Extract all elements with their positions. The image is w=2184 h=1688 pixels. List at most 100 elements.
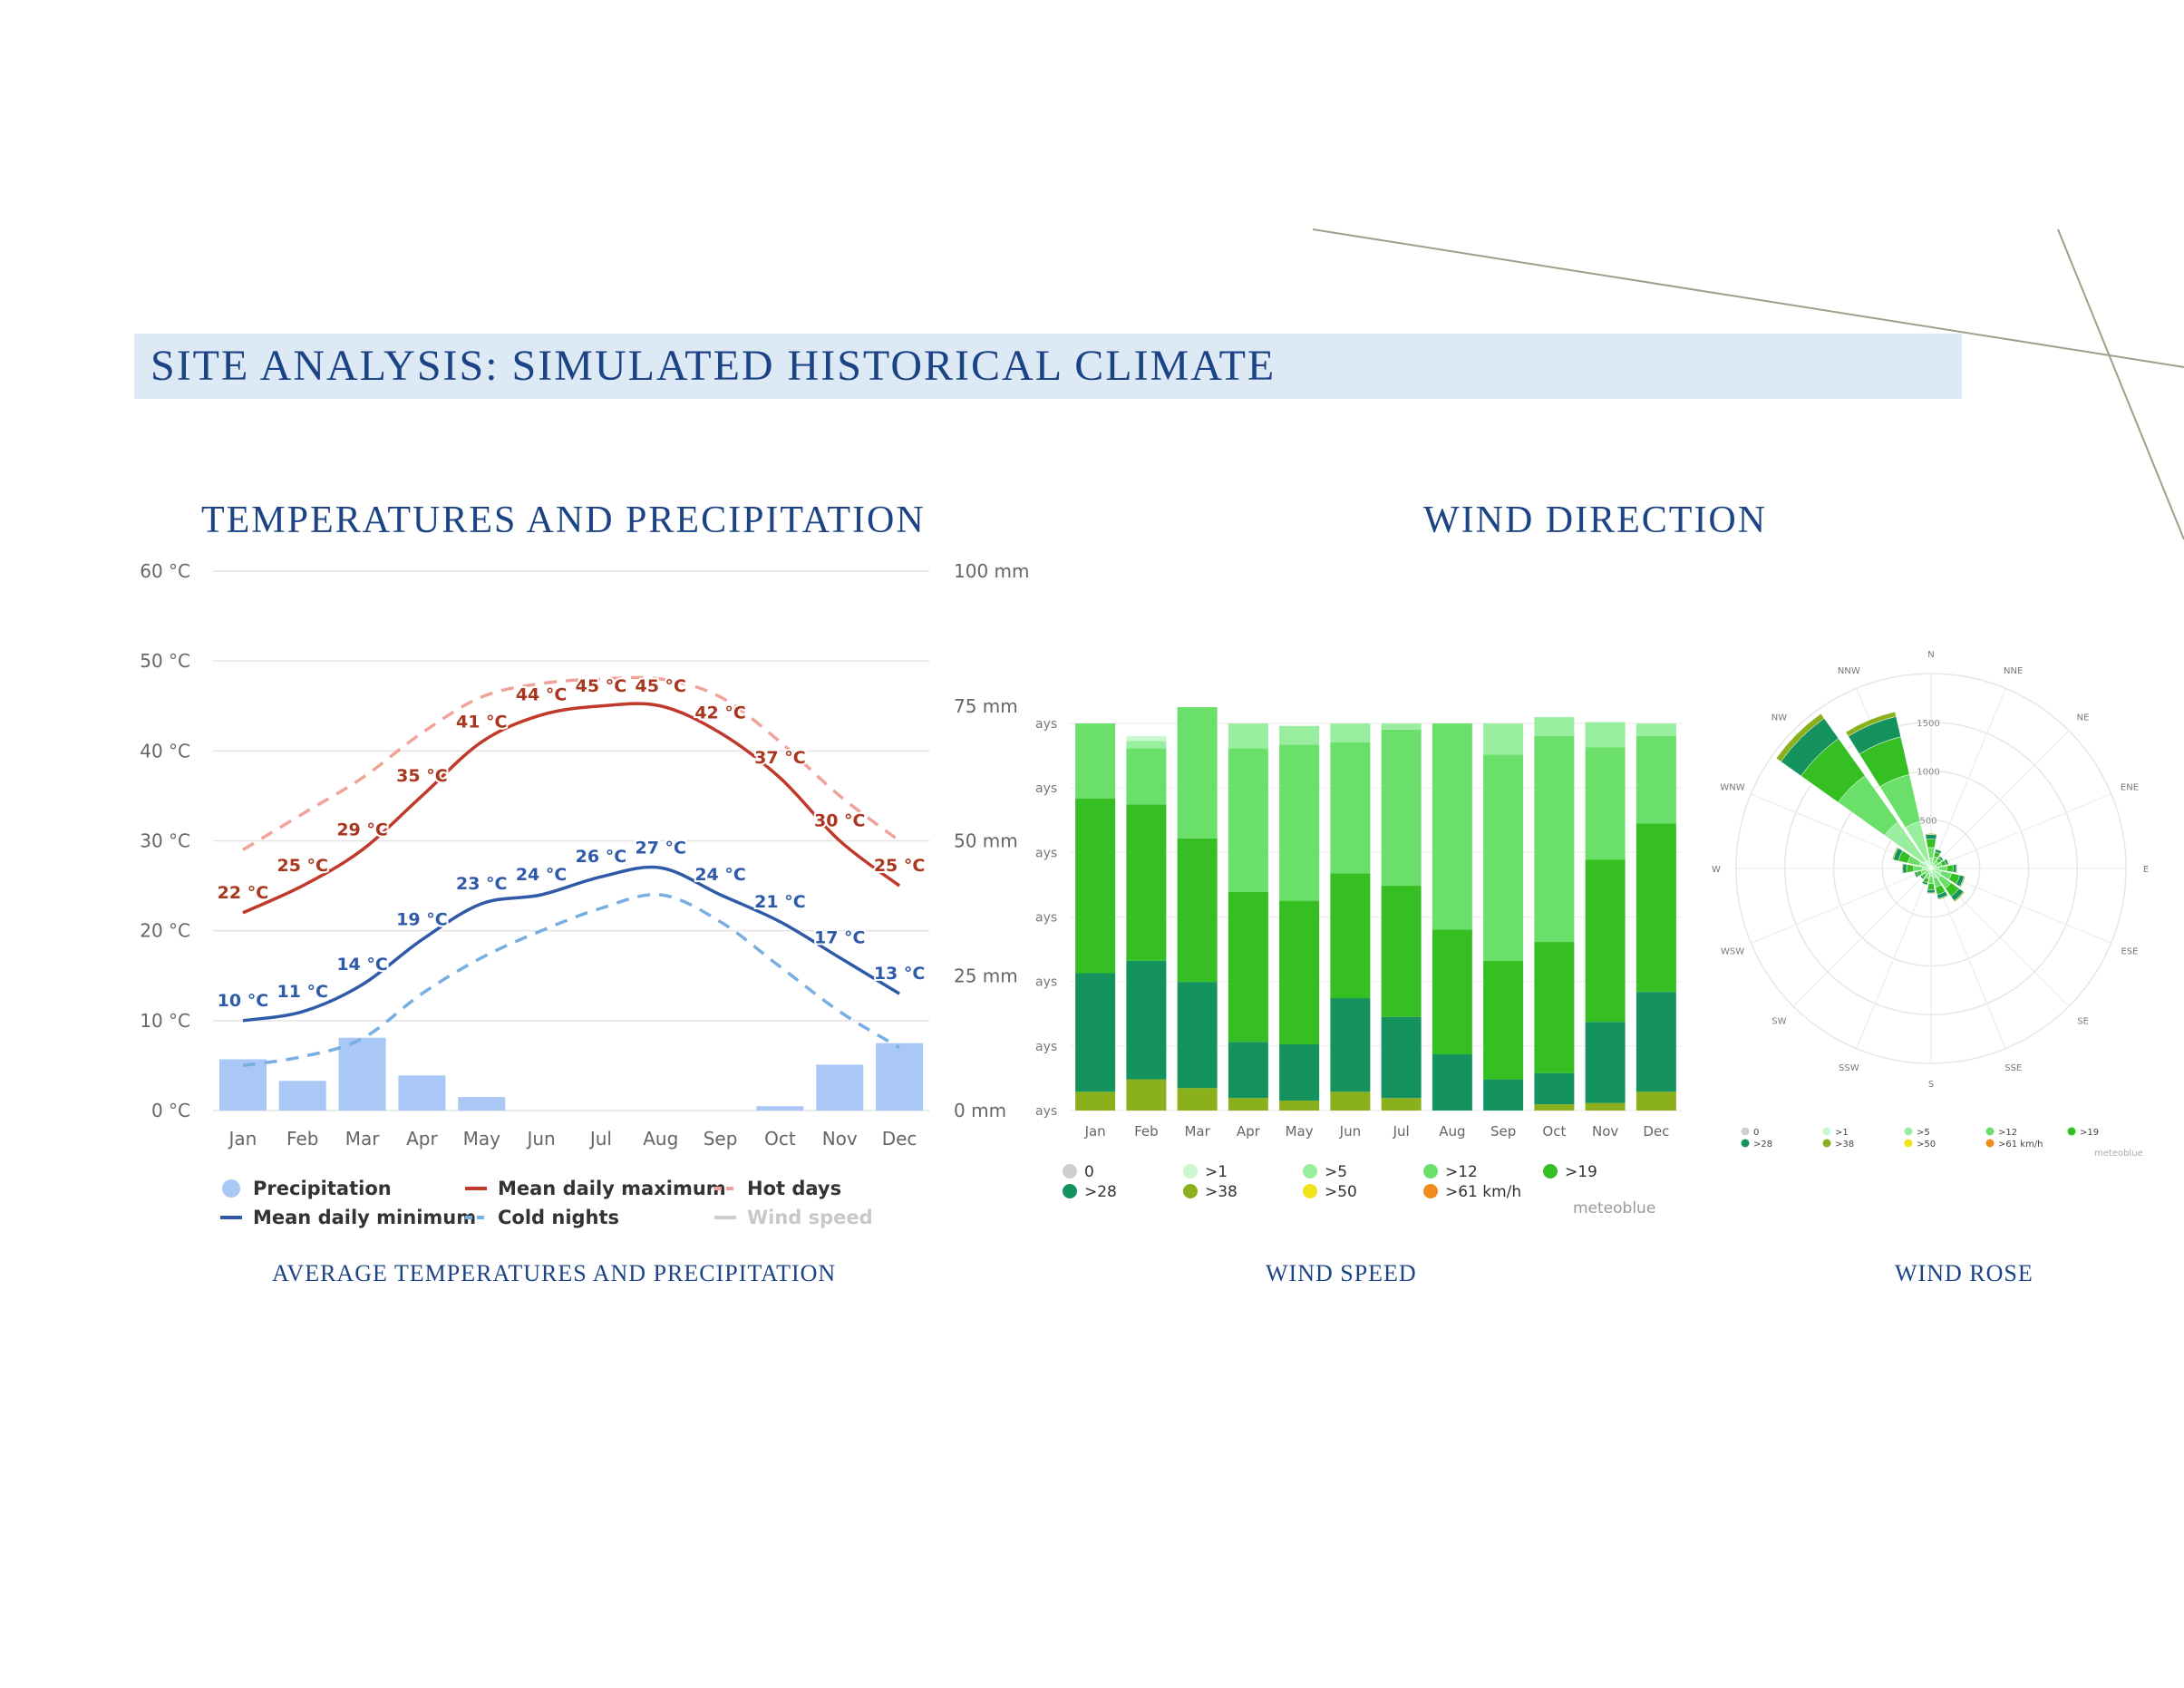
wind-bar-segment (1075, 723, 1116, 799)
legend-label: 0 (1753, 1128, 1759, 1138)
precip-bar (458, 1097, 506, 1111)
wind-bar-segment (1585, 747, 1626, 860)
direction-label: SSE (2004, 1063, 2022, 1073)
caption-wind-rose: WIND ROSE (1895, 1260, 2034, 1286)
legend-swatch (2067, 1127, 2076, 1136)
x-tick-label: Aug (1439, 1123, 1465, 1140)
wind-bar-segment (1177, 838, 1218, 983)
y-tick-label: ays (1035, 1040, 1057, 1054)
y-tick-label: 10 °C (140, 1010, 190, 1032)
wind-bar-segment (1126, 960, 1167, 1080)
wind-bar-segment (1585, 722, 1626, 748)
data-label: 11 °C (277, 982, 329, 1002)
legend-swatch (1183, 1184, 1198, 1198)
legend-label: 0 (1084, 1163, 1094, 1181)
x-tick-label: Jan (1084, 1123, 1106, 1140)
y-tick-label: ays (1035, 717, 1057, 732)
y2-tick-label: 25 mm (954, 965, 1018, 986)
rose-wedge (1925, 833, 1937, 836)
data-label: 22 °C (218, 883, 269, 903)
wind-bar-segment (1483, 723, 1524, 755)
x-tick-label: Oct (764, 1128, 796, 1150)
legend-label: >61 km/h (1998, 1140, 2043, 1150)
wind-bar-segment (1075, 973, 1116, 1092)
radial-tick-label: 500 (1919, 816, 1936, 826)
direction-label: N (1927, 650, 1934, 660)
legend-label: Precipitation (253, 1178, 392, 1199)
series-line (242, 675, 901, 851)
rose-wedge (1956, 863, 1958, 874)
legend-label: >1 (1205, 1163, 1228, 1181)
radial-tick-label: 1000 (1917, 768, 1939, 778)
legend-label: >28 (1084, 1183, 1117, 1201)
data-label: 13 °C (874, 964, 926, 984)
wind-bar-segment (1432, 723, 1472, 930)
x-tick-label: May (1286, 1123, 1314, 1140)
rose-wedge (1901, 863, 1904, 874)
x-tick-label: Mar (1184, 1123, 1210, 1140)
precip-bar (338, 1037, 386, 1111)
data-label: 24 °C (694, 865, 746, 885)
direction-label: NNW (1838, 666, 1860, 676)
wind-bar-segment (1636, 735, 1676, 824)
data-label: 35 °C (396, 766, 448, 786)
wind-bar-segment (1330, 1091, 1371, 1111)
legend-label: >19 (2080, 1128, 2099, 1138)
legend-swatch (222, 1179, 240, 1198)
wind-speed-chart: ays ays ays ays ays ays ays Jan Feb Mar Apr May Jun J… (1035, 707, 1682, 1215)
rose-wedge (1935, 848, 1943, 852)
wind-bar-segment (1126, 748, 1167, 805)
wind-bar-segment (1177, 707, 1218, 839)
legend-swatch (1423, 1184, 1438, 1198)
rose-wedge (1954, 891, 1966, 903)
wind-bar-segment (1483, 754, 1524, 961)
precip-bar (218, 1059, 267, 1111)
legend-label: >50 (1325, 1183, 1357, 1201)
rose-wedge (1902, 863, 1907, 874)
rose-spoke (1930, 730, 2070, 869)
wind-bar-segment (1381, 729, 1422, 887)
rose-wedge (1927, 888, 1936, 894)
wind-bar-segment (1483, 960, 1524, 1080)
legend-swatch (1183, 1164, 1198, 1179)
legend-swatch (1063, 1164, 1077, 1179)
direction-label: NW (1771, 713, 1787, 723)
wind-bar-segment (1381, 886, 1422, 1017)
x-tick-label: May (463, 1128, 501, 1150)
wind-bar-segment (1126, 1079, 1167, 1111)
rose-wedge (1913, 865, 1923, 872)
y2-tick-label: 75 mm (954, 695, 1018, 717)
wind-bar-segment (1636, 723, 1676, 736)
wind-bar-segment (1636, 1091, 1676, 1111)
data-label: 25 °C (277, 856, 329, 876)
legend-swatch (1985, 1139, 1995, 1148)
legend-label: >38 (1835, 1140, 1854, 1150)
legend-swatch (1741, 1127, 1750, 1136)
temperature-precipitation-chart: 60 °C 50 °C 40 °C 30 °C 20 °C 10 °C 0 °C 100 mm… (140, 560, 1029, 1228)
legend-label: >5 (1917, 1128, 1930, 1138)
wind-bar-segment (1585, 859, 1626, 1023)
series-line (242, 892, 900, 1068)
rose-wedge (1946, 858, 1950, 865)
y-tick-label: ays (1035, 1104, 1057, 1119)
legend-swatch (1303, 1184, 1317, 1198)
rose-wedge (1937, 894, 1949, 900)
legend-swatch (1063, 1184, 1077, 1198)
wind-bar-segment (1126, 804, 1167, 961)
rose-wedge (1925, 834, 1937, 840)
legend-label: Mean daily minimum (253, 1207, 476, 1228)
direction-label: WNW (1720, 782, 1744, 792)
data-label: 29 °C (336, 820, 388, 839)
wind-bar-segment (1381, 1098, 1422, 1111)
rose-wedge (1845, 711, 1897, 737)
data-label: 30 °C (814, 811, 866, 831)
direction-label: ESE (2121, 947, 2138, 957)
wind-bar-segment (1534, 1104, 1575, 1111)
wind-bar-segment (1534, 1072, 1575, 1105)
page-title: SITE ANALYSIS: SIMULATED HISTORICAL CLIM… (150, 342, 1276, 390)
data-label: 45 °C (636, 676, 687, 696)
rose-wedge (1959, 876, 1966, 888)
wind-bar-segment (1228, 1098, 1268, 1111)
wind-bar-segment (1636, 823, 1676, 993)
